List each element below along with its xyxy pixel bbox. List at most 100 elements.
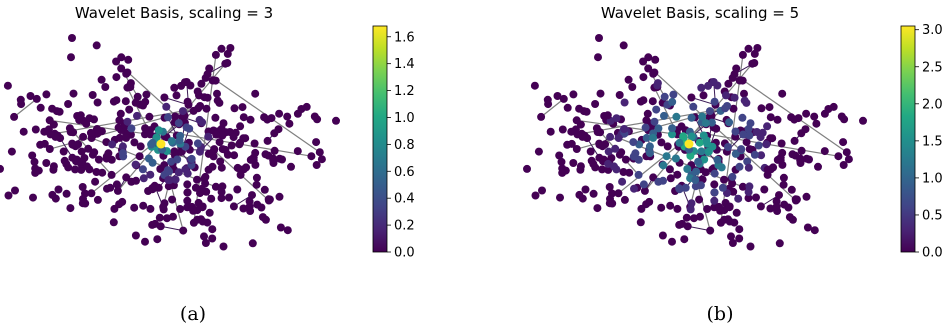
graph-node <box>820 147 829 156</box>
graph-node <box>201 73 210 82</box>
graph-node <box>611 144 620 153</box>
graph-node <box>523 164 531 173</box>
panel-a: Wavelet Basis, scaling = 3 0.00.20.40.60… <box>0 4 415 325</box>
graph-node <box>775 239 784 248</box>
graph-node <box>146 170 155 179</box>
graph-nodes <box>0 34 340 251</box>
graph-node <box>176 205 185 213</box>
graph-node <box>778 89 787 98</box>
graph-node <box>174 168 183 177</box>
graph-node <box>595 139 604 148</box>
graph-node <box>230 104 239 113</box>
panel-b-colorbar-ticks: 0.0 0.5 1.0 1.5 2.0 2.5 3.0 <box>915 23 943 261</box>
graph-node <box>31 168 40 177</box>
graph-edge <box>117 63 226 192</box>
graph-node <box>785 213 794 222</box>
graph-node <box>146 130 155 139</box>
graph-node <box>3 81 12 90</box>
graph-node <box>198 202 207 211</box>
graph-node <box>103 184 111 193</box>
graph-node <box>596 89 605 98</box>
graph-node <box>225 193 233 202</box>
graph-node <box>164 176 173 184</box>
graph-node <box>810 112 819 121</box>
graph-node <box>641 123 650 132</box>
graph-node <box>797 146 806 155</box>
graph-node <box>772 202 781 211</box>
graph-node <box>40 127 49 136</box>
graph-node <box>757 104 766 113</box>
graph-node <box>753 44 762 52</box>
graph-node <box>167 157 176 166</box>
graph-node <box>587 156 596 165</box>
colorbar-tick-label: 0.8 <box>394 138 415 153</box>
graph-node <box>201 239 210 247</box>
graph-node <box>97 75 106 84</box>
graph-node <box>619 168 628 176</box>
graph-node <box>167 137 176 146</box>
graph-node <box>692 167 701 176</box>
graph-node <box>773 155 782 164</box>
graph-node <box>226 44 235 52</box>
graph-node <box>258 213 267 222</box>
graph-node <box>738 113 747 122</box>
graph-node <box>112 96 121 105</box>
graph-node <box>779 173 788 182</box>
colorbar-tick-label: 2.0 <box>922 97 943 112</box>
colorbar-tick-label: 0.6 <box>394 165 415 180</box>
graph-node <box>215 138 224 147</box>
graph-node <box>124 55 133 64</box>
graph-node <box>682 213 691 222</box>
graph-node <box>185 124 194 133</box>
graph-node <box>796 156 805 165</box>
panel-a-graph <box>0 34 340 251</box>
graph-node <box>221 145 230 154</box>
graph-node <box>718 183 727 192</box>
graph-node <box>171 175 180 184</box>
graph-node <box>690 214 698 223</box>
graph-node <box>332 116 340 125</box>
graph-node <box>183 169 192 178</box>
graph-node <box>703 205 712 213</box>
panel-a-colorbar <box>372 25 388 253</box>
panel-a-title: Wavelet Basis, scaling = 3 <box>75 4 273 22</box>
graph-node <box>707 118 716 127</box>
graph-node <box>126 79 135 88</box>
graph-node <box>155 213 164 222</box>
graph-node <box>814 162 822 171</box>
graph-node <box>657 138 666 147</box>
graph-node <box>239 204 248 213</box>
graph-node <box>93 125 102 133</box>
graph-node <box>85 114 94 123</box>
graph-node <box>193 139 202 148</box>
graph-node <box>745 131 754 140</box>
graph-node <box>7 147 16 156</box>
graph-nodes <box>523 34 867 251</box>
graph-node <box>211 50 220 59</box>
graph-node <box>211 182 220 191</box>
graph-node <box>790 136 799 145</box>
graph-node <box>689 102 698 111</box>
graph-node <box>204 165 213 174</box>
graph-node <box>112 180 121 189</box>
graph-node <box>675 220 684 229</box>
graph-node <box>728 239 737 247</box>
graph-node <box>777 139 786 148</box>
graph-node <box>780 200 789 209</box>
graph-node <box>180 78 189 87</box>
graph-node <box>212 130 221 139</box>
graph-node <box>130 138 139 147</box>
graph-node <box>792 195 801 204</box>
graph-node <box>274 125 283 134</box>
graph-node <box>756 133 765 142</box>
graph-node <box>567 139 576 148</box>
graph-node <box>710 97 719 106</box>
graph-node <box>665 165 674 174</box>
graph-node <box>251 89 260 98</box>
graph-node <box>605 183 614 191</box>
graph-node <box>312 138 321 147</box>
graph-node <box>67 53 75 62</box>
graph-node <box>152 133 161 142</box>
graph-node <box>131 98 140 107</box>
graph-node <box>553 92 562 100</box>
